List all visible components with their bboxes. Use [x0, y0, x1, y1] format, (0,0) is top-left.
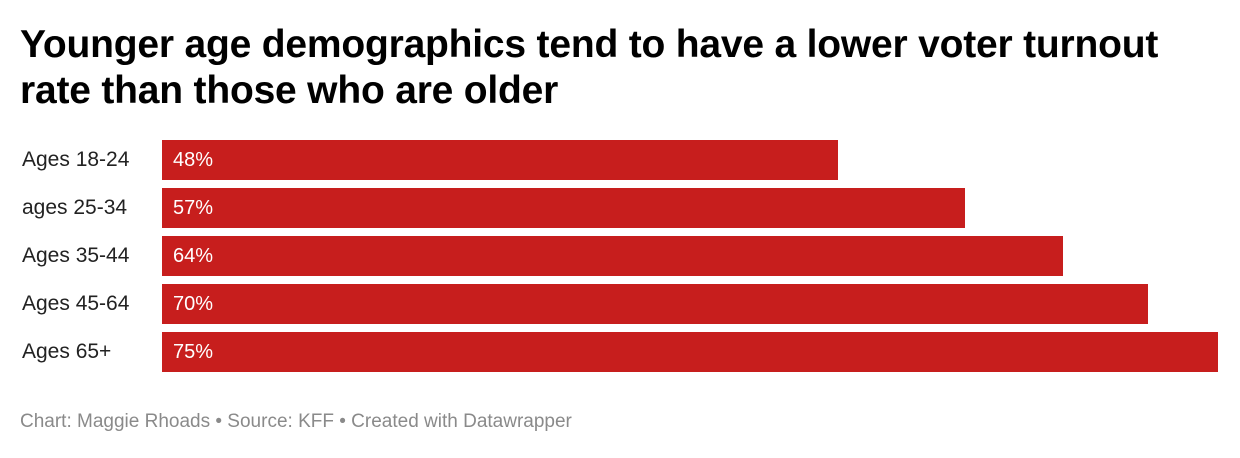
bar-value-label: 48% [173, 149, 214, 171]
bar-value-label: 64% [173, 245, 214, 267]
bar-value-label: 70% [173, 293, 214, 315]
bar: 57% [162, 188, 965, 228]
category-label: Ages 35-44 [22, 244, 130, 267]
category-label: Ages 65+ [22, 340, 112, 363]
bar: 64% [162, 236, 1063, 276]
bar-value-label: 57% [173, 197, 214, 219]
bar: 48% [162, 140, 838, 180]
bar: 70% [162, 284, 1148, 324]
bar: 75% [162, 332, 1218, 372]
bar-value-label: 75% [173, 341, 214, 363]
category-label: Ages 45-64 [22, 292, 130, 315]
category-label: ages 25-34 [22, 196, 128, 219]
chart-title: Younger age demographics tend to have a … [20, 23, 1159, 112]
category-label: Ages 18-24 [22, 148, 130, 171]
chart-credit: Chart: Maggie Rhoads • Source: KFF • Cre… [20, 411, 572, 432]
